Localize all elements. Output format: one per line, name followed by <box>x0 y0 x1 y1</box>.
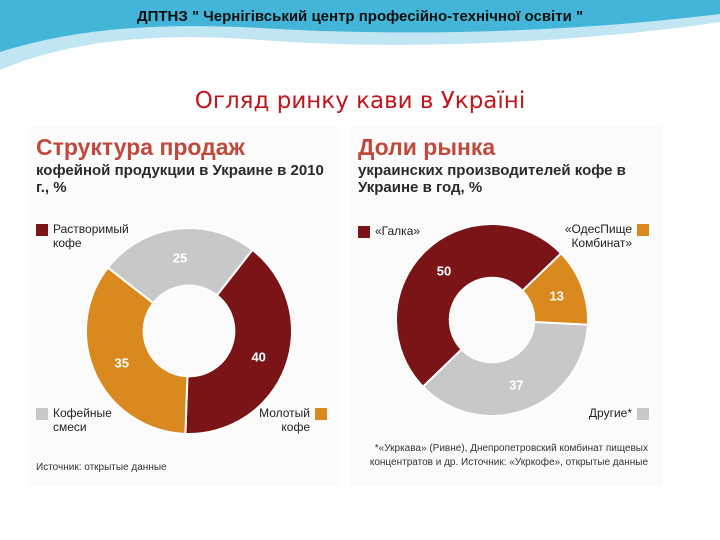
header-title: ДПТНЗ " Чернігівський центр професійно-т… <box>136 8 584 25</box>
slice-value-label: 50 <box>437 263 451 278</box>
slide-title: Огляд ринку кави в Україні <box>194 88 526 114</box>
legend-swatch <box>36 224 48 236</box>
donut-slice-others <box>421 321 589 417</box>
panel-subtitle: кофейной продукции в Украине в 2010 г., … <box>36 162 324 196</box>
legend-swatch <box>637 408 649 420</box>
donut-slice-galka <box>395 223 563 389</box>
panel-subtitle: украинских производителей кофе в Украине… <box>358 162 626 196</box>
legend-swatch <box>315 408 327 420</box>
legend-item-odespishche: «ОдесПище Комбинат» <box>558 222 649 250</box>
legend-swatch <box>637 224 649 236</box>
legend-label: Кофейные смеси <box>53 406 112 434</box>
legend-label: «ОдесПище Комбинат» <box>564 222 632 250</box>
slice-value-label: 37 <box>509 378 523 393</box>
footnote: *«Укркава» (Ривне), Днепропетровский ком… <box>369 443 648 468</box>
slice-value-label: 25 <box>173 250 187 265</box>
slice-value-label: 40 <box>251 349 265 364</box>
legend-label: «Галка» <box>375 224 421 238</box>
donut-slice-ground-coffee <box>85 266 189 435</box>
legend-item-galka: «Галка» <box>358 224 445 238</box>
legend-label: Другие* <box>588 406 632 420</box>
sales-structure-panel: Структура продаж кофейной продукции в Ук… <box>28 126 340 486</box>
market-share-donut: 13 37 50 <box>395 223 589 417</box>
legend-label: Молотый кофе <box>259 406 310 434</box>
panel-title: Доли рынка <box>358 134 496 160</box>
sales-structure-donut: 40 35 25 <box>85 227 293 435</box>
slice-value-label: 35 <box>115 355 129 370</box>
legend-label: Растворимый кофе <box>53 222 129 250</box>
panel-title: Структура продаж <box>36 134 245 160</box>
header-band <box>0 0 720 70</box>
donut-slice-coffee-blends <box>106 227 254 305</box>
legend-swatch <box>358 226 370 238</box>
slice-value-label: 13 <box>549 289 563 304</box>
source-note: Источник: открытые данные <box>36 462 167 473</box>
donut-slice-instant-coffee <box>184 248 293 435</box>
legend-item-others: Другие* <box>576 406 649 420</box>
legend-item-coffee-blends: Кофейные смеси <box>36 406 123 434</box>
legend-item-ground-coffee: Молотый кофе <box>254 406 327 434</box>
legend-item-instant-coffee: Растворимый кофе <box>36 222 143 250</box>
market-share-panel: Доли рынка украинских производителей коф… <box>350 126 662 486</box>
legend-swatch <box>36 408 48 420</box>
